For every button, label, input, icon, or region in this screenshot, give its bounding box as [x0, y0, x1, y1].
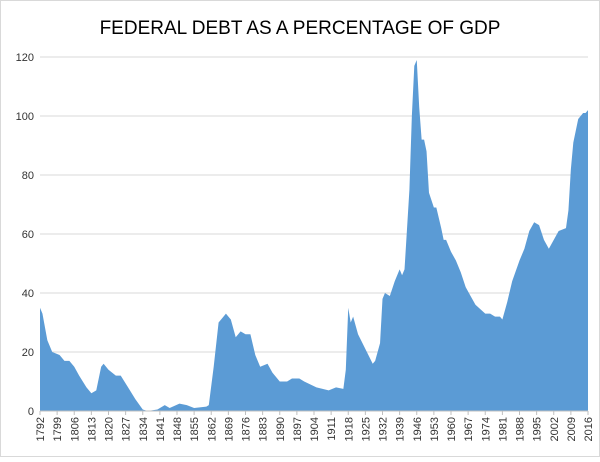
x-tick-label: 1862	[206, 417, 218, 441]
x-tick-label: 1820	[104, 417, 116, 441]
x-tick-label: 1883	[258, 417, 270, 441]
x-tick-label: 1988	[515, 417, 527, 441]
x-tick-label: 1806	[69, 417, 81, 441]
x-tick-label: 1918	[343, 417, 355, 441]
x-tick-label: 1960	[446, 417, 458, 441]
x-tick-label: 1876	[241, 417, 253, 441]
x-tick-label: 1855	[189, 417, 201, 441]
x-tick-label: 1897	[292, 417, 304, 441]
area	[40, 59, 588, 411]
x-tick-label: 1953	[429, 417, 441, 441]
x-tick-label: 1841	[155, 417, 167, 441]
x-tick-label: 1792	[35, 417, 47, 441]
x-tick-label: 2016	[583, 417, 595, 441]
x-tick-label: 1932	[378, 417, 390, 441]
x-tick-label: 2009	[566, 417, 578, 441]
y-tick-label: 80	[22, 170, 34, 182]
chart-title: FEDERAL DEBT AS A PERCENTAGE OF GDP	[100, 18, 501, 39]
x-tick-label: 1939	[395, 417, 407, 441]
x-tick-label: 1974	[480, 417, 492, 441]
y-tick-label: 60	[22, 229, 34, 241]
y-tick-label: 40	[22, 288, 34, 300]
y-tick-label: 120	[16, 52, 34, 64]
x-tick-label: 1904	[309, 417, 321, 441]
x-tick-label: 1995	[532, 417, 544, 441]
y-tick-label: 100	[16, 111, 34, 123]
x-tick-label: 2002	[549, 417, 561, 441]
x-tick-label: 1946	[412, 417, 424, 441]
x-tick-label: 1967	[463, 417, 475, 441]
x-tick-label: 1981	[497, 417, 509, 441]
x-tick-label: 1813	[86, 417, 98, 441]
x-tick-label: 1925	[360, 417, 372, 441]
x-tick-label: 1834	[138, 417, 150, 441]
x-tick-label: 1869	[223, 417, 235, 441]
x-tick-label: 1848	[172, 417, 184, 441]
x-tick-label: 1911	[326, 417, 338, 441]
y-tick-label: 0	[28, 406, 34, 418]
x-tick-label: 1799	[52, 417, 64, 441]
x-tick-label: 1827	[121, 417, 133, 441]
x-tick-label: 1890	[275, 417, 287, 441]
y-tick-label: 20	[22, 347, 34, 359]
